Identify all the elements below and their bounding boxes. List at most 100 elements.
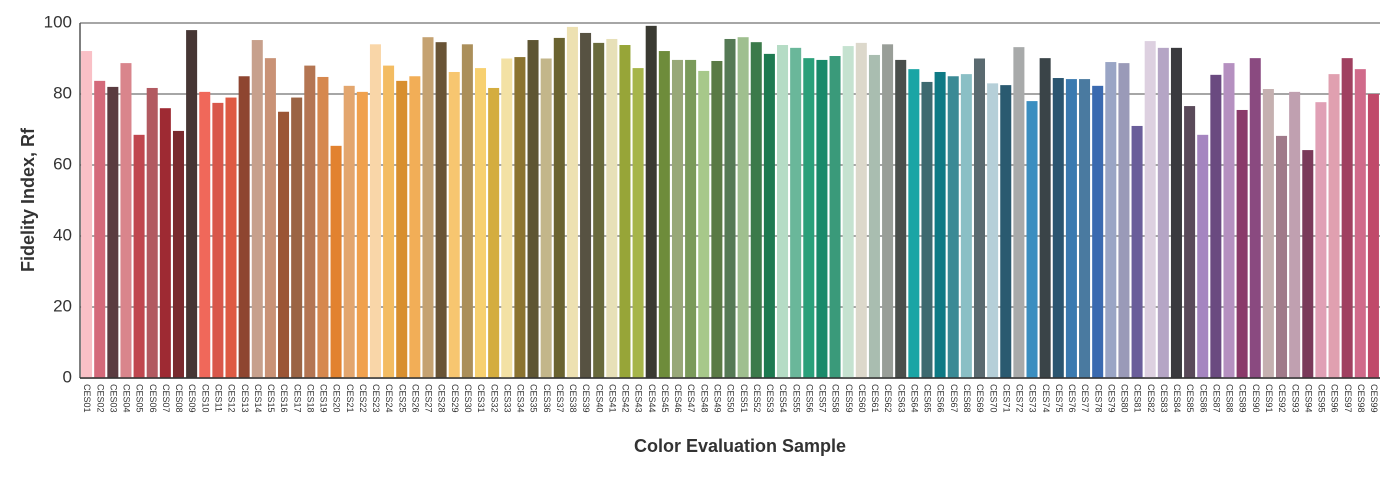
x-tick-label: CES30 [463,384,473,413]
x-tick-label: CES89 [1238,384,1248,413]
bar [172,130,184,378]
bar [960,74,972,379]
bar [369,44,381,379]
bar [1354,69,1366,379]
bar [1052,78,1064,379]
x-tick-label: CES18 [305,384,315,413]
bar [343,85,355,379]
bar [973,58,986,378]
x-tick-label: CES50 [726,384,736,413]
x-tick-label: CES14 [253,384,263,413]
x-tick-label: CES59 [844,384,854,413]
x-tick-label: CES37 [555,384,565,413]
x-tick-label: CES31 [476,384,486,413]
bar [1065,79,1077,378]
x-tick-label: CES77 [1080,384,1090,413]
bar [777,45,789,378]
bar [278,111,290,378]
bar [501,58,513,378]
bar [304,65,316,378]
bar [1079,79,1091,378]
bar [566,26,578,379]
bar [94,80,106,379]
bar [422,37,434,378]
x-tick-label: CES63 [896,384,906,413]
x-tick-label: CES24 [384,384,394,413]
x-tick-label: CES40 [594,384,604,413]
bar [1026,101,1038,378]
x-tick-label: CES85 [1185,384,1195,413]
bar [396,80,408,379]
bar [1289,91,1301,379]
bar [1118,63,1130,379]
bar [1039,58,1051,379]
bar [619,45,631,378]
x-tick-label: CES86 [1198,384,1208,413]
bar [671,59,683,379]
bar [317,76,329,379]
bar [553,37,565,378]
bar [383,65,395,378]
bar [934,71,946,379]
x-tick-label: CES68 [962,384,972,413]
x-tick-label: CES26 [410,384,420,413]
bar [842,46,854,378]
x-tick-label: CES92 [1277,384,1287,413]
x-tick-label: CES66 [936,384,946,413]
bar [895,59,907,379]
x-tick-label: CES53 [765,384,775,413]
bar [1210,74,1222,378]
x-tick-label: CES76 [1067,384,1077,413]
bar [1223,63,1235,379]
bar [632,68,644,379]
y-axis-title: Fidelity Index, Rf [18,127,38,272]
bar [186,30,198,378]
x-tick-label: CES52 [752,384,762,413]
x-tick-label: CES98 [1356,384,1366,413]
x-tick-label: CES04 [122,384,132,413]
x-tick-label: CES54 [778,384,788,413]
x-tick-label: CES43 [634,384,644,413]
x-tick-label: CES38 [568,384,578,413]
x-tick-label: CES57 [818,384,828,413]
bar [1000,85,1012,378]
bar [750,42,762,379]
bar [1092,85,1104,379]
x-tick-label: CES97 [1343,384,1353,413]
y-tick-label: 20 [53,296,72,315]
x-tick-label: CES71 [1001,384,1011,413]
bar [1341,58,1353,379]
bar [724,38,736,378]
x-tick-label: CES96 [1330,384,1340,413]
x-tick-label: CES09 [187,384,197,413]
bar [1144,41,1156,378]
x-tick-label: CES74 [1041,384,1051,413]
x-tick-label: CES23 [371,384,381,413]
x-tick-label: CES72 [1015,384,1025,413]
x-tick-label: CES16 [279,384,289,413]
bar [133,134,145,378]
x-tick-label: CES65 [923,384,933,413]
bar [1131,125,1143,378]
bar [1197,134,1209,378]
x-tick-label: CES32 [489,384,499,413]
bar [514,57,526,379]
x-tick-label: CES05 [135,384,145,413]
x-tick-label: CES45 [660,384,670,413]
x-tick-label: CES20 [332,384,342,413]
bar [947,76,959,378]
bar [803,58,815,379]
bar [829,56,841,378]
bar [658,51,670,379]
x-tick-label: CES22 [358,384,368,413]
bar [1367,94,1379,378]
x-tick-label: CES17 [292,384,302,413]
x-tick-label: CES28 [437,384,447,413]
bar [593,42,605,378]
x-tick-label: CES67 [949,384,959,413]
bar [461,44,473,379]
bar [685,59,697,379]
bar [199,91,211,379]
y-tick-label: 100 [44,12,72,31]
